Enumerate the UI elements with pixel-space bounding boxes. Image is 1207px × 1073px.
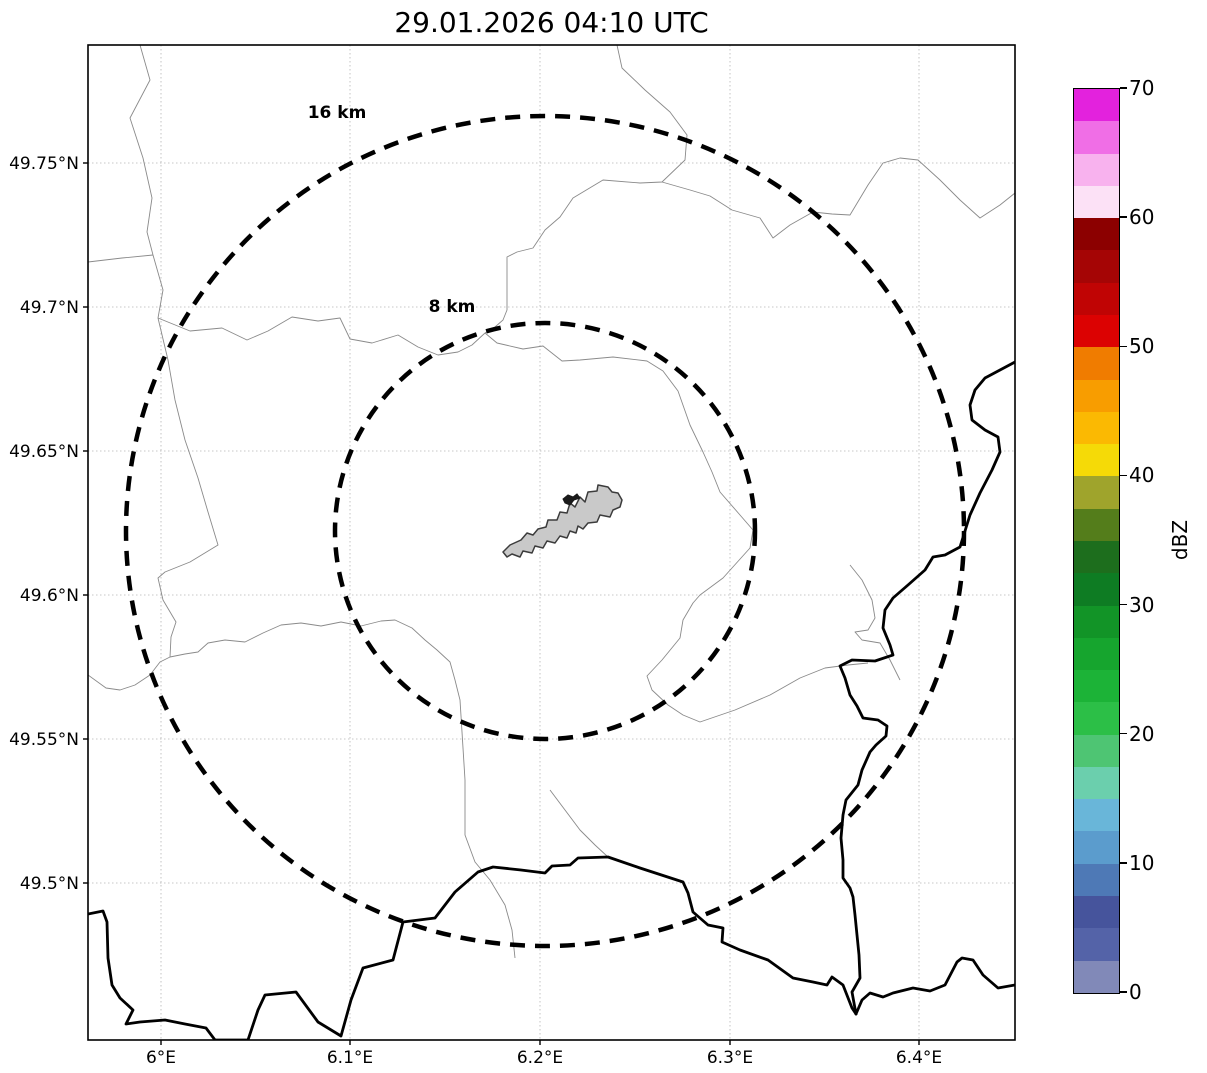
colorbar-segment [1074, 121, 1119, 154]
admin-border [157, 317, 219, 658]
colorbar-segment [1074, 153, 1119, 186]
colorbar-segment [1074, 476, 1119, 509]
colorbar-segment [1074, 379, 1119, 412]
colorbar-tick-label: 60 [1129, 205, 1155, 230]
y-tick-label: 49.5°N [20, 874, 79, 894]
range-ring-layer [123, 113, 967, 949]
colorbar-segment [1074, 411, 1119, 445]
admin-border [849, 564, 901, 681]
admin-border [129, 45, 164, 319]
y-tick-label: 49.6°N [20, 586, 79, 606]
plot-title: 29.01.2026 04:10 UTC [394, 6, 709, 39]
colorbar-tick [1120, 87, 1127, 89]
colorbar-segment [1074, 540, 1119, 574]
colorbar-segment [1074, 960, 1119, 993]
feature-layer [88, 45, 1015, 1040]
colorbar-tick [1120, 216, 1127, 218]
x-tick-label: 6°E [146, 1048, 176, 1068]
colorbar-tick [1120, 991, 1127, 993]
airport-shape [502, 484, 623, 558]
colorbar-segment [1074, 605, 1119, 638]
colorbar-tick-label: 10 [1129, 850, 1155, 875]
country-border [854, 956, 1015, 1016]
colorbar-segment [1074, 89, 1119, 122]
country-border [838, 360, 1015, 1016]
colorbar-segment [1074, 863, 1119, 897]
x-tick-label: 6.1°E [327, 1048, 373, 1068]
colorbar-segment [1074, 637, 1119, 671]
colorbar-segment [1074, 799, 1119, 832]
colorbar-segment [1074, 702, 1119, 735]
colorbar-segment [1074, 896, 1119, 929]
range-ring-8km [332, 320, 758, 742]
y-tick-label: 49.65°N [9, 442, 79, 462]
admin-border [88, 619, 516, 959]
colorbar-segment [1074, 347, 1119, 380]
range-ring-label-16km: 16 km [308, 103, 367, 123]
y-tick-label: 49.7°N [20, 298, 79, 318]
colorbar-tick-label: 20 [1129, 721, 1155, 746]
airport-mark [562, 493, 581, 506]
admin-border [661, 157, 1015, 239]
axis-tick-layer: 6°E 6.1°E 6.2°E 6.3°E 6.4°E 49.75°N 49.7°N 49.6… [9, 154, 942, 1068]
colorbar-segment [1074, 282, 1119, 315]
colorbar-segment [1074, 766, 1119, 800]
colorbar-tick [1120, 862, 1127, 864]
colorbar-segment [1074, 928, 1119, 961]
colorbar-tick [1120, 474, 1127, 477]
colorbar-segment [1074, 250, 1119, 283]
colorbar-segment [1074, 218, 1119, 251]
colorbar-tick-label: 40 [1129, 463, 1155, 488]
admin-border [157, 316, 486, 356]
x-tick-label: 6.4°E [896, 1048, 942, 1068]
colorbar-tick [1120, 345, 1127, 347]
colorbar-segment [1074, 314, 1119, 348]
admin-border [549, 789, 609, 858]
x-tick-label: 6.3°E [707, 1048, 753, 1068]
range-ring-label-8km: 8 km [429, 297, 476, 317]
admin-border [484, 45, 688, 334]
map-frame [87, 44, 1016, 1041]
colorbar [1073, 88, 1120, 994]
colorbar-segment [1074, 573, 1119, 606]
colorbar-segment [1074, 670, 1119, 703]
x-tick-label: 6.2°E [517, 1048, 563, 1068]
colorbar-segment [1074, 185, 1119, 219]
colorbar-tick-label: 50 [1129, 334, 1155, 359]
admin-border [88, 254, 154, 263]
colorbar-segment [1074, 444, 1119, 477]
admin-border [484, 332, 869, 723]
colorbar-segment [1074, 508, 1119, 541]
y-tick-label: 49.55°N [9, 730, 79, 750]
country-border [88, 855, 858, 1040]
colorbar-tick-label: 30 [1129, 592, 1155, 617]
colorbar-unit-label: dBZ [1168, 519, 1192, 561]
colorbar-tick-label: 0 [1129, 980, 1142, 1004]
colorbar-tick [1120, 603, 1127, 606]
range-ring-16km [123, 113, 967, 949]
y-tick-label: 49.75°N [9, 154, 79, 174]
colorbar-segment [1074, 734, 1119, 767]
colorbar-tick [1120, 733, 1127, 735]
colorbar-tick-label: 70 [1129, 76, 1155, 100]
colorbar-segment [1074, 831, 1119, 864]
